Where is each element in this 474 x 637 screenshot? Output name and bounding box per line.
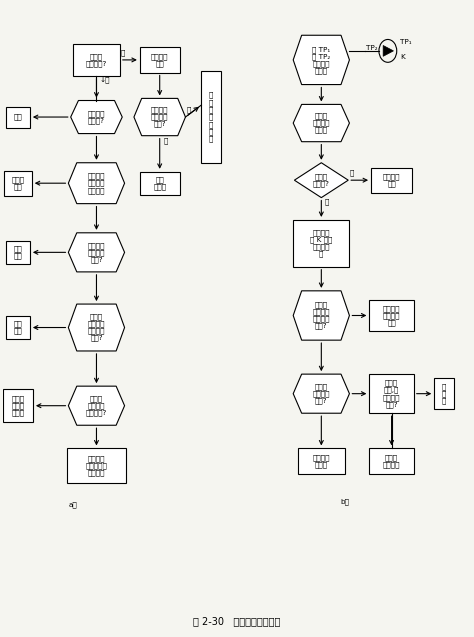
Text: 检
查
下
一
个
元
件: 检 查 下 一 个 元 件 (209, 92, 213, 143)
Polygon shape (68, 386, 125, 426)
Text: 振动是
否和某个
元件有关?: 振动是 否和某个 元件有关? (86, 396, 107, 416)
Text: 系统的
问题是能
行吗?: 系统的 问题是能 行吗? (312, 383, 330, 404)
FancyBboxPatch shape (293, 220, 349, 267)
FancyBboxPatch shape (371, 168, 412, 193)
Text: 是: 是 (325, 198, 329, 204)
Polygon shape (293, 104, 349, 141)
Text: 排气: 排气 (13, 114, 22, 120)
FancyBboxPatch shape (369, 374, 414, 413)
Text: 检查下一
个元件: 检查下一 个元件 (312, 454, 330, 468)
Text: b）: b） (340, 499, 349, 505)
FancyBboxPatch shape (140, 172, 180, 195)
Text: 检查调
压阀: 检查调 压阀 (11, 176, 24, 190)
Text: 在 TP₁
和 TP₂
处引入测
量仪器: 在 TP₁ 和 TP₂ 处引入测 量仪器 (312, 46, 330, 74)
Text: 是: 是 (164, 138, 168, 144)
Polygon shape (293, 291, 349, 340)
Text: 通过阀
检验压力
和流量: 通过阀 检验压力 和流量 (312, 113, 330, 134)
Text: 进行阀的
校整: 进行阀的 校整 (383, 173, 401, 187)
FancyBboxPatch shape (369, 448, 414, 474)
Text: 在光导压
力 K 处引
入测量仪
器: 在光导压 力 K 处引 入测量仪 器 (310, 229, 332, 257)
Polygon shape (293, 374, 349, 413)
Polygon shape (134, 98, 185, 136)
Text: 油量从缸
管接头渗
漏吗?: 油量从缸 管接头渗 漏吗? (151, 106, 168, 127)
Text: 否: 否 (121, 49, 125, 55)
FancyBboxPatch shape (6, 241, 30, 264)
Text: 检查元
件校正
和调整: 检查元 件校正 和调整 (11, 396, 24, 416)
Text: 滑动部件
阻力是否
正常?: 滑动部件 阻力是否 正常? (88, 242, 105, 263)
Polygon shape (71, 101, 122, 134)
Text: 否: 否 (349, 169, 354, 176)
Text: 图 2-30   逻辑通近诊断程序: 图 2-30 逻辑通近诊断程序 (193, 616, 281, 626)
Text: ↓是: ↓是 (99, 76, 110, 83)
Text: 校验液控
阀的供油
压力: 校验液控 阀的供油 压力 (383, 305, 401, 326)
Text: 缸管遗有
空气吗?: 缸管遗有 空气吗? (88, 110, 105, 124)
Text: 检
查
阀: 检 查 阀 (442, 383, 446, 404)
FancyBboxPatch shape (140, 47, 180, 73)
Text: 校验液
流口节流: 校验液 流口节流 (383, 454, 401, 468)
Text: K: K (401, 54, 405, 60)
FancyBboxPatch shape (6, 316, 30, 339)
Polygon shape (383, 45, 393, 56)
Text: 检查
液压缸: 检查 液压缸 (153, 176, 166, 190)
FancyBboxPatch shape (298, 448, 345, 474)
Text: a）: a） (69, 501, 77, 508)
Text: 液压缸
行肥行吗?: 液压缸 行肥行吗? (86, 53, 107, 67)
FancyBboxPatch shape (434, 378, 454, 410)
FancyBboxPatch shape (369, 300, 414, 331)
Text: 给液压缸
加载: 给液压缸 加载 (151, 53, 168, 67)
Polygon shape (68, 162, 125, 204)
Text: 检查所有
零件的校正
调整装置: 检查所有 零件的校正 调整装置 (85, 455, 108, 476)
Text: 控制压
力能使阀
开口足够
大吗?: 控制压 力能使阀 开口足够 大吗? (312, 301, 330, 329)
FancyBboxPatch shape (67, 448, 126, 483)
FancyBboxPatch shape (6, 106, 30, 127)
Polygon shape (293, 35, 349, 85)
Text: 加润
滑油: 加润 滑油 (13, 245, 22, 259)
FancyBboxPatch shape (4, 171, 32, 196)
Text: 否: 否 (187, 106, 191, 113)
FancyBboxPatch shape (2, 389, 33, 422)
Text: 液压缸
与滑动件
安装是否
正常?: 液压缸 与滑动件 安装是否 正常? (88, 313, 105, 341)
Text: TP₁: TP₁ (400, 39, 411, 45)
Text: 检查
调整: 检查 调整 (13, 320, 22, 334)
Text: TP₂: TP₂ (366, 45, 377, 51)
Text: 系统压力
是否过低
或不稳定: 系统压力 是否过低 或不稳定 (88, 173, 105, 194)
Text: 当阀封
闭时,被
控压力变
颤吗?: 当阀封 闭时,被 控压力变 颤吗? (383, 380, 401, 408)
Text: 压力是
否过高?: 压力是 否过高? (313, 173, 330, 187)
Polygon shape (68, 233, 125, 272)
FancyBboxPatch shape (201, 71, 221, 162)
Polygon shape (294, 162, 348, 197)
FancyBboxPatch shape (73, 45, 120, 76)
Polygon shape (68, 304, 125, 351)
